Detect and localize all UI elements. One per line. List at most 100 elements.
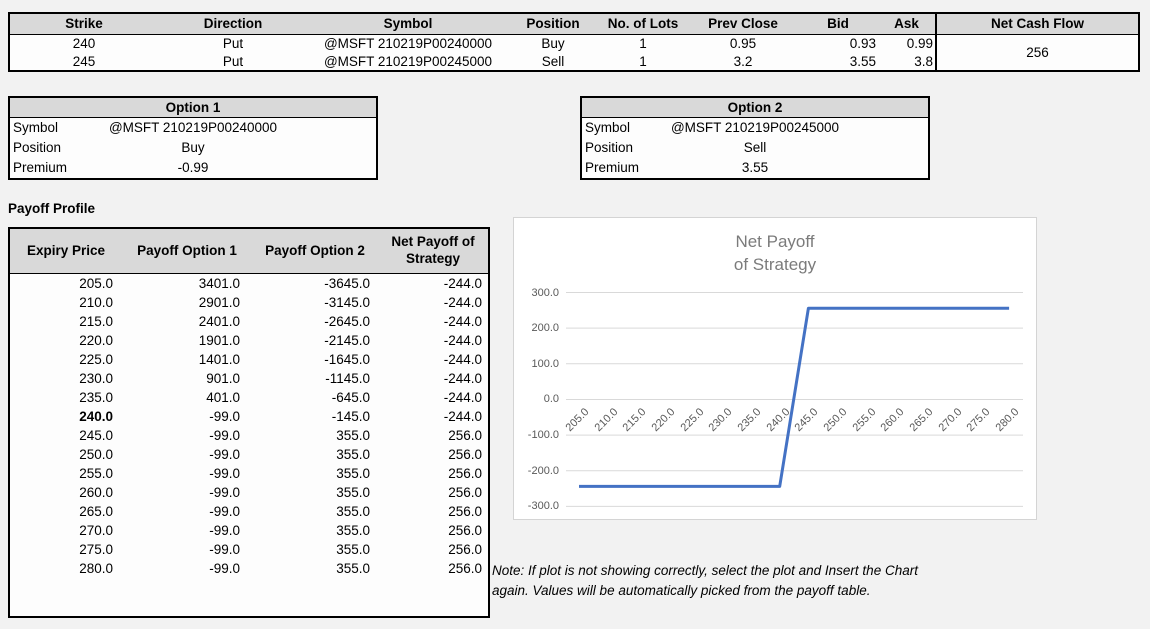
payoff-line-series[interactable] (579, 306, 1010, 488)
trade-cell-r1-c3[interactable]: Sell (541, 53, 565, 69)
payoff-cell-r15-c3[interactable]: 256.0 (448, 561, 482, 576)
option2-value-cell[interactable]: @MSFT 210219P00245000 (670, 120, 840, 135)
payoff-chart[interactable]: Net Payoff of Strategy 300.0 200.0 100.0 0.… (513, 217, 1037, 520)
trade-cell-r0-c4[interactable]: 1 (639, 36, 647, 51)
payoff-cell-r0-c3[interactable]: -244.0 (443, 276, 482, 291)
trade-header-cell-4[interactable]: No. of Lots (607, 16, 679, 31)
payoff-cell-r12-c1[interactable]: -99.0 (209, 504, 240, 519)
option2-value-cell[interactable]: Sell (743, 140, 767, 155)
payoff-cell-r3-c0[interactable]: 220.0 (79, 333, 113, 348)
payoff-cell-r0-c2[interactable]: -3645.0 (324, 276, 370, 291)
payoff-cell-r10-c1[interactable]: -99.0 (209, 466, 240, 481)
payoff-cell-r7-c3[interactable]: -244.0 (443, 409, 482, 424)
trade-cell-r1-c4[interactable]: 1 (639, 53, 647, 69)
payoff-cell-r3-c3[interactable]: -244.0 (443, 333, 482, 348)
payoff-cell-r12-c0[interactable]: 265.0 (79, 504, 113, 519)
payoff-cell-r5-c0[interactable]: 230.0 (79, 371, 113, 386)
trade-cell-r0-c1[interactable]: Put (222, 36, 244, 51)
option2-value-cell[interactable]: 3.55 (741, 160, 769, 175)
trade-cell-r0-c7[interactable]: 0.99 (906, 36, 933, 51)
trade-cell-r1-c0[interactable]: 245 (72, 53, 96, 69)
payoff-cell-r6-c2[interactable]: -645.0 (331, 390, 370, 405)
payoff-cell-r15-c2[interactable]: 355.0 (336, 561, 370, 576)
payoff-cell-r0-c0[interactable]: 205.0 (79, 276, 113, 291)
option1-title-cell[interactable]: Option 1 (10, 98, 376, 118)
payoff-cell-r12-c2[interactable]: 355.0 (336, 504, 370, 519)
payoff-cell-r2-c0[interactable]: 215.0 (79, 314, 113, 329)
payoff-header-cell-2[interactable]: Payoff Option 2 (265, 242, 365, 258)
option1-value-cell[interactable]: -0.99 (177, 160, 209, 175)
payoff-cell-r14-c2[interactable]: 355.0 (336, 542, 370, 557)
payoff-cell-r4-c1[interactable]: 1401.0 (198, 352, 240, 367)
net-cash-flow-value-cell[interactable]: 256 (1026, 45, 1049, 60)
payoff-cell-r9-c0[interactable]: 250.0 (79, 447, 113, 462)
payoff-cell-r5-c2[interactable]: -1145.0 (325, 371, 370, 386)
payoff-cell-r9-c1[interactable]: -99.0 (209, 447, 240, 462)
payoff-cell-r2-c1[interactable]: 2401.0 (198, 314, 240, 329)
payoff-cell-r3-c2[interactable]: -2145.0 (324, 333, 370, 348)
option2-title-cell[interactable]: Option 2 (582, 98, 928, 118)
payoff-cell-r8-c0[interactable]: 245.0 (79, 428, 113, 443)
trade-header-cell-1[interactable]: Direction (203, 16, 263, 31)
payoff-cell-r11-c2[interactable]: 355.0 (336, 485, 370, 500)
payoff-cell-r14-c0[interactable]: 275.0 (79, 542, 113, 557)
payoff-cell-r8-c3[interactable]: 256.0 (448, 428, 482, 443)
option2-label-cell[interactable]: Premium (585, 160, 640, 175)
payoff-cell-r12-c3[interactable]: 256.0 (448, 504, 482, 519)
trade-cell-r0-c0[interactable]: 240 (72, 36, 96, 51)
payoff-cell-r3-c1[interactable]: 1901.0 (198, 333, 240, 348)
trade-header-cell-5[interactable]: Prev Close (708, 16, 778, 31)
payoff-cell-r11-c3[interactable]: 256.0 (448, 485, 482, 500)
payoff-cell-r0-c1[interactable]: 3401.0 (198, 276, 240, 291)
net-cash-flow-header-cell[interactable]: Net Cash Flow (937, 14, 1138, 35)
trade-cell-r1-c6[interactable]: 3.55 (849, 53, 876, 69)
option1-label-cell[interactable]: Premium (13, 160, 68, 175)
payoff-cell-r14-c1[interactable]: -99.0 (209, 542, 240, 557)
trade-header-cell-0[interactable]: Strike (65, 16, 103, 31)
payoff-cell-r9-c2[interactable]: 355.0 (336, 447, 370, 462)
payoff-cell-r7-c1[interactable]: -99.0 (209, 409, 240, 424)
option2-label-cell[interactable]: Symbol (585, 120, 631, 135)
payoff-cell-r2-c3[interactable]: -244.0 (443, 314, 482, 329)
payoff-cell-r15-c0[interactable]: 280.0 (79, 561, 113, 576)
payoff-cell-r4-c3[interactable]: -244.0 (443, 352, 482, 367)
payoff-cell-r4-c0[interactable]: 225.0 (79, 352, 113, 367)
payoff-header-cell-1[interactable]: Payoff Option 1 (137, 242, 237, 258)
trade-header-cell-2[interactable]: Symbol (383, 16, 433, 31)
payoff-cell-r11-c1[interactable]: -99.0 (209, 485, 240, 500)
payoff-cell-r5-c3[interactable]: -244.0 (443, 371, 482, 386)
payoff-cell-r14-c3[interactable]: 256.0 (448, 542, 482, 557)
option1-label-cell[interactable]: Symbol (13, 120, 59, 135)
payoff-cell-r10-c0[interactable]: 255.0 (79, 466, 113, 481)
trade-header-cell-7[interactable]: Ask (894, 16, 919, 31)
option1-value-cell[interactable]: @MSFT 210219P00240000 (108, 120, 278, 135)
payoff-header-cell-3[interactable]: Net Payoff of Strategy (391, 234, 475, 266)
option1-value-cell[interactable]: Buy (181, 140, 205, 155)
payoff-cell-r1-c1[interactable]: 2901.0 (198, 295, 240, 310)
payoff-cell-r6-c0[interactable]: 235.0 (79, 390, 113, 405)
payoff-cell-r13-c3[interactable]: 256.0 (448, 523, 482, 538)
payoff-cell-r4-c2[interactable]: -1645.0 (324, 352, 370, 367)
trade-cell-r0-c5[interactable]: 0.95 (729, 36, 757, 51)
payoff-cell-r6-c3[interactable]: -244.0 (443, 390, 482, 405)
option1-label-cell[interactable]: Position (13, 140, 62, 155)
payoff-cell-r13-c2[interactable]: 355.0 (336, 523, 370, 538)
payoff-cell-r7-c2[interactable]: -145.0 (331, 409, 370, 424)
trade-cell-r0-c2[interactable]: @MSFT 210219P00240000 (323, 36, 493, 51)
trade-cell-r0-c3[interactable]: Buy (541, 36, 565, 51)
payoff-cell-r1-c2[interactable]: -3145.0 (324, 295, 370, 310)
payoff-cell-r13-c1[interactable]: -99.0 (209, 523, 240, 538)
trade-header-cell-3[interactable]: Position (526, 16, 580, 31)
payoff-cell-r1-c3[interactable]: -244.0 (443, 295, 482, 310)
trade-cell-r1-c5[interactable]: 3.2 (733, 53, 753, 69)
payoff-cell-r2-c2[interactable]: -2645.0 (324, 314, 370, 329)
trade-cell-r0-c6[interactable]: 0.93 (849, 36, 876, 51)
payoff-cell-r8-c2[interactable]: 355.0 (336, 428, 370, 443)
trade-header-cell-6[interactable]: Bid (827, 16, 849, 31)
payoff-cell-r11-c0[interactable]: 260.0 (79, 485, 113, 500)
payoff-header-cell-0[interactable]: Expiry Price (26, 242, 106, 258)
trade-cell-r1-c7[interactable]: 3.8 (914, 53, 933, 69)
trade-cell-r1-c1[interactable]: Put (222, 53, 244, 69)
payoff-cell-r15-c1[interactable]: -99.0 (209, 561, 240, 576)
payoff-cell-r10-c3[interactable]: 256.0 (448, 466, 482, 481)
